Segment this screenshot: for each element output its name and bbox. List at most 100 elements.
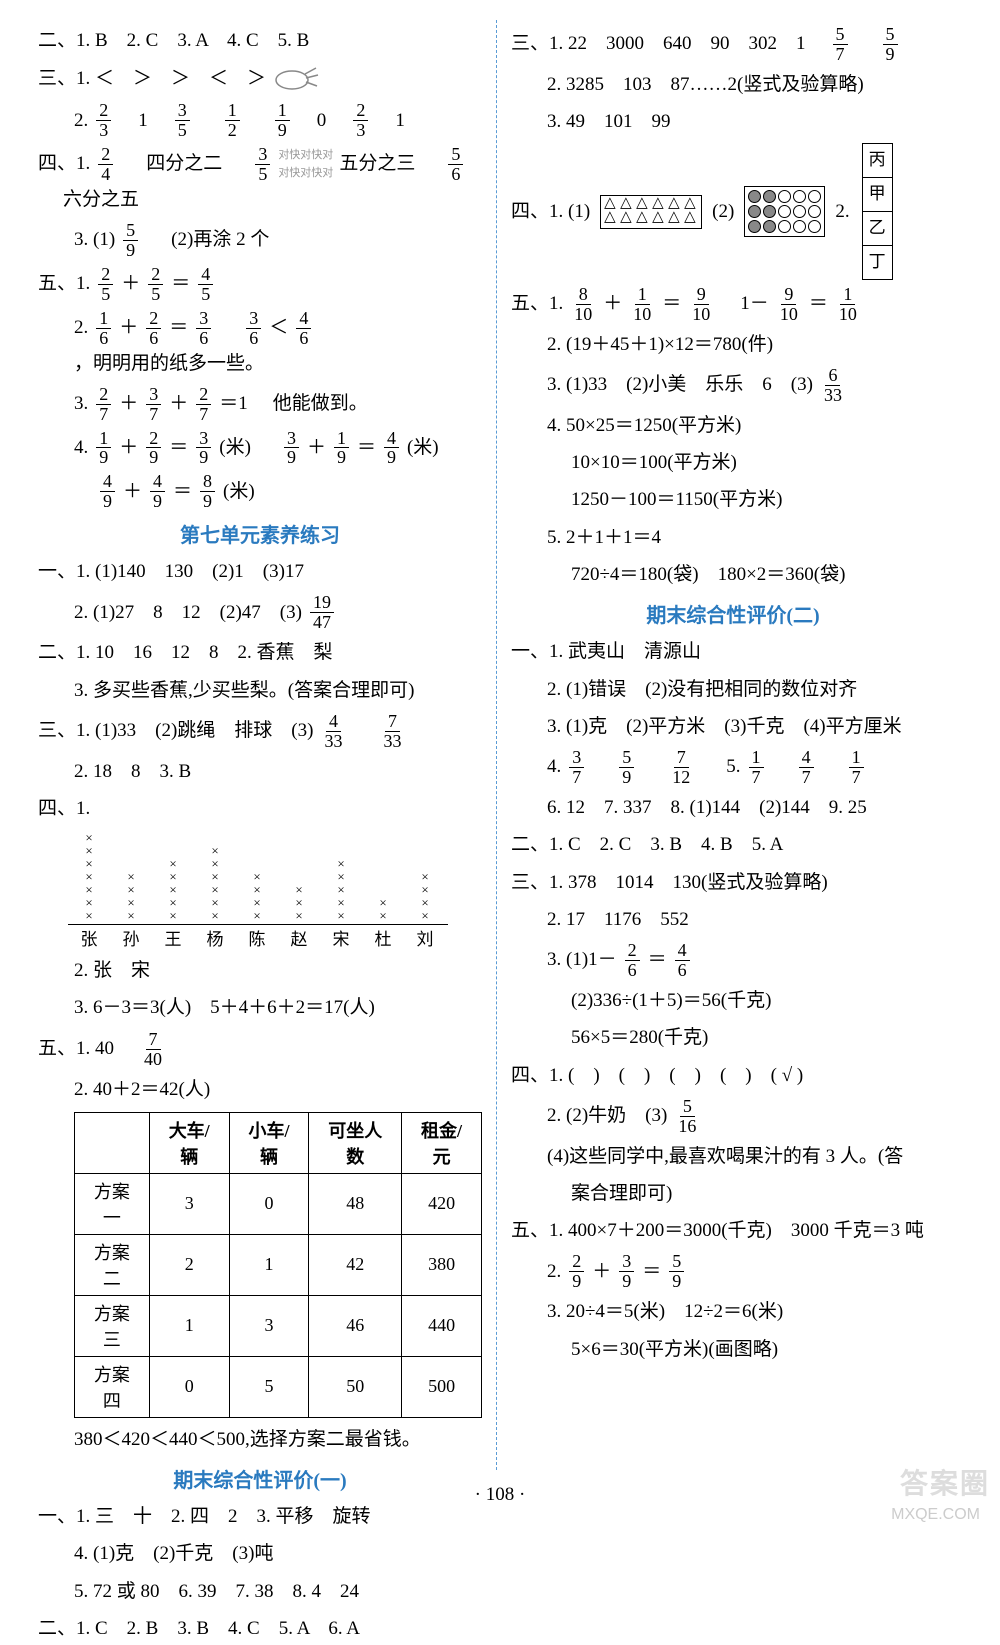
text: 五分之三 — [339, 148, 415, 180]
text: ＝1 — [219, 388, 248, 420]
text-line: (2)336÷(1＋5)＝56(千克) — [511, 985, 955, 1017]
text — [353, 715, 372, 747]
fraction: 810 — [571, 285, 595, 324]
fraction: 59 — [669, 1252, 684, 1291]
fraction: 49 — [100, 472, 115, 511]
text: ＋ — [169, 388, 188, 420]
text: 1 — [376, 105, 405, 137]
text-line: 1250－100＝1150(平方米) — [511, 484, 955, 516]
fraction: 37 — [569, 748, 584, 787]
text — [592, 751, 611, 783]
text — [219, 312, 238, 344]
text: 2. (1)27 8 12 (2)47 (3) — [74, 597, 302, 629]
text-line: 6. 12 7. 337 8. (1)144 (2)144 9. 25 — [511, 792, 955, 824]
text-line: 2. 40＋2＝42(人) — [38, 1074, 482, 1106]
text-line: (4)这些同学中,最喜欢喝果汁的有 3 人。(答 — [511, 1141, 955, 1173]
text: (米) — [407, 432, 439, 464]
text-line: 2. (19＋45＋1)×12＝780(件) — [511, 329, 955, 361]
text: ＋ — [119, 312, 138, 344]
text — [421, 148, 440, 180]
text: (米) — [219, 432, 251, 464]
fraction: 39 — [196, 429, 211, 468]
text: 2. — [547, 1256, 561, 1288]
text-line: 2. (2)牛奶 (3) 516 — [511, 1097, 955, 1136]
fraction: 19 — [334, 429, 349, 468]
fraction: 49 — [384, 429, 399, 468]
text: ＝ — [662, 288, 681, 320]
fraction: 46 — [296, 309, 311, 348]
text: 四、1. — [38, 148, 90, 180]
text-line: 380＜420＜440＜500,选择方案二最省钱。 — [38, 1424, 482, 1456]
text — [701, 751, 720, 783]
fraction: 910 — [689, 285, 713, 324]
text-line: 5. 72 或 80 6. 39 7. 38 8. 4 24 — [38, 1576, 482, 1608]
text-line: 三、1. 378 1014 130(竖式及验算略) — [511, 867, 955, 899]
text: 2. — [74, 105, 88, 137]
text: ＋ — [121, 268, 140, 300]
text-line: 2. 17 1176 552 — [511, 904, 955, 936]
fraction: 516 — [675, 1097, 699, 1136]
text-line: 一、1. 三 十 2. 四 2 3. 平移 旋转 — [38, 1501, 482, 1533]
fraction: 39 — [284, 429, 299, 468]
text: 对快对快对对快对快对 — [278, 146, 333, 183]
fraction: 110 — [630, 285, 654, 324]
text-line: 4. 19 ＋ 29 ＝ 39 (米) 39 ＋ 19 ＝ 49 (米) — [38, 429, 482, 468]
carrot-icon — [272, 62, 322, 96]
fraction: 36 — [246, 309, 261, 348]
fraction: 23 — [96, 101, 111, 140]
fraction: 633 — [821, 366, 845, 405]
fraction: 35 — [175, 101, 190, 140]
circle-grid — [744, 186, 825, 237]
text: ＜ — [269, 312, 288, 344]
text-line: 五、1. 40 740 — [38, 1030, 482, 1069]
text-line: 五、1. 810 ＋ 110 ＝ 910 1－ 910 ＝ 110 — [511, 285, 955, 324]
section-title: 期末综合性评价(一) — [38, 1464, 482, 1493]
text: 3. (1)33 (2)小美 乐乐 6 (3) — [547, 369, 813, 401]
right-column: 三、1. 22 3000 640 90 302 1 57 59 2. 3285 … — [503, 20, 963, 1470]
text-line: 2. 16 ＋ 26 ＝ 36 36 ＜ 46 ，明明用的纸多一些。 — [38, 309, 482, 380]
text: ＋ — [119, 388, 138, 420]
text: (米) — [223, 476, 255, 508]
text: 0 — [298, 105, 346, 137]
fraction: 27 — [196, 385, 211, 424]
text — [198, 105, 217, 137]
text-line: 2. 23 1 35 12 19 0 23 1 — [38, 101, 482, 140]
fraction: 25 — [98, 265, 113, 304]
text: ＝ — [357, 432, 376, 464]
text — [38, 184, 57, 216]
text: 五、1. — [38, 268, 90, 300]
text — [146, 224, 165, 256]
fraction: 110 — [836, 285, 860, 324]
text: 5. — [726, 751, 740, 783]
text: ＝ — [171, 268, 190, 300]
text-line: 3. 多买些香蕉,少买些梨。(答案合理即可) — [38, 675, 482, 707]
fraction: 19 — [275, 101, 290, 140]
text-line: 二、1. C 2. C 3. B 4. B 5. A — [511, 829, 955, 861]
fraction: 59 — [123, 221, 138, 260]
fraction: 17 — [749, 748, 764, 787]
fraction: 733 — [380, 712, 404, 751]
column-divider — [496, 20, 497, 1470]
text-line: 3. (1)1－ 26 ＝ 46 — [511, 941, 955, 980]
fraction: 35 — [255, 145, 270, 184]
plan-table: 大车/辆小车/辆可坐人数租金/元方案一3048420方案二2142380方案三1… — [74, 1112, 482, 1418]
text: ＋ — [119, 432, 138, 464]
text: 4. — [74, 432, 88, 464]
text — [248, 105, 267, 137]
text-line: 4. 50×25＝1250(平方米) — [511, 410, 955, 442]
text: 三、1. ＜ ＞ ＞ ＜ ＞ — [38, 63, 266, 95]
text: 2. — [74, 312, 88, 344]
text-line: 3. 20÷4＝5(米) 12÷2＝6(米) — [511, 1296, 955, 1328]
fraction: 37 — [146, 385, 161, 424]
fraction: 29 — [146, 429, 161, 468]
fraction: 36 — [196, 309, 211, 348]
text-line: 2. 18 8 3. B — [38, 756, 482, 788]
text-line: 5×6＝30(平方米)(画图略) — [511, 1334, 955, 1366]
text-line: 3. (1)33 (2)小美 乐乐 6 (3) 633 — [511, 366, 955, 405]
text: ＝ — [173, 476, 192, 508]
watermark: 答案圈 — [900, 1462, 990, 1502]
triangle-grid — [600, 195, 702, 229]
text-line: 四、1. (1) (2) 2. 丙甲乙丁 — [511, 143, 955, 280]
text: 3. (1) — [74, 224, 115, 256]
text-line: 49 ＋ 49 ＝ 89 (米) — [38, 472, 482, 511]
